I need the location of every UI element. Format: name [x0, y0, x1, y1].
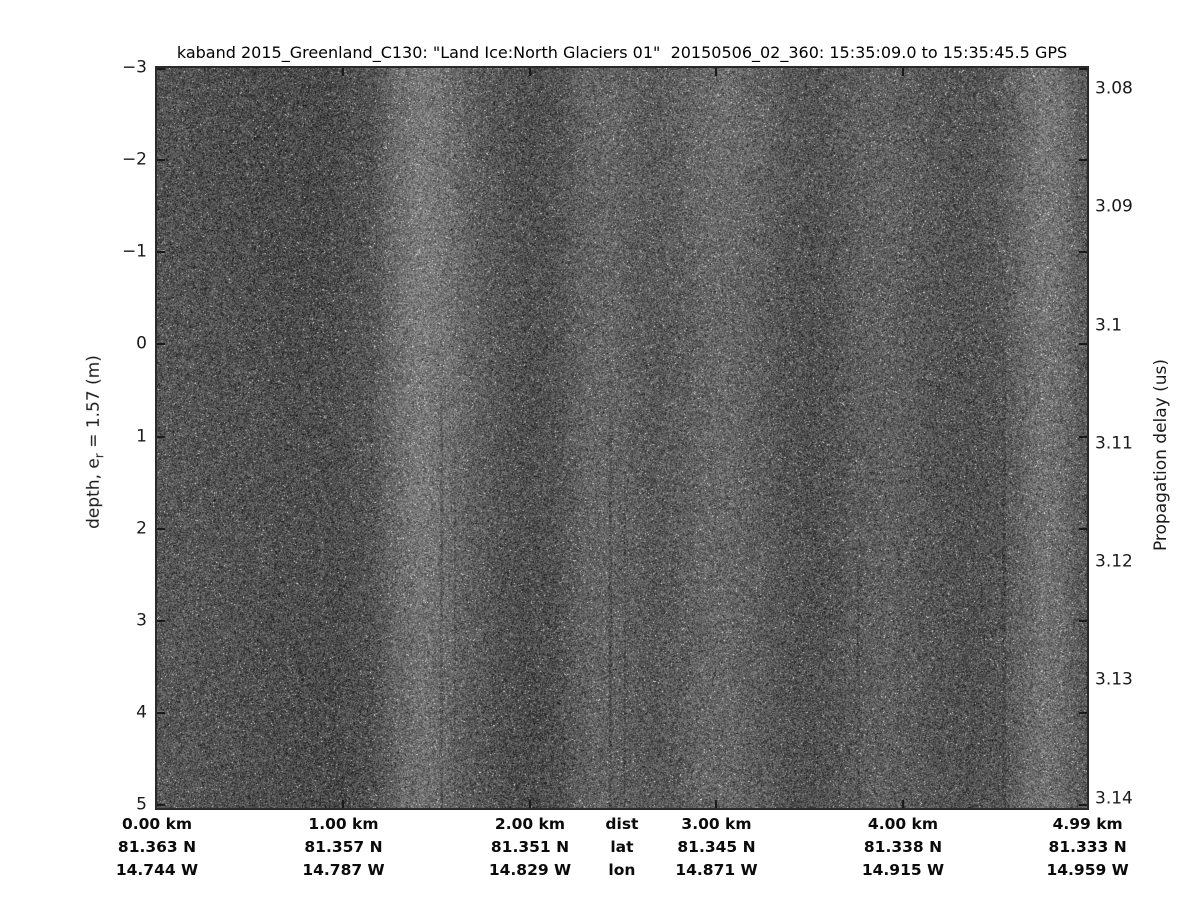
lat-value: 81.338 N	[863, 838, 943, 856]
right-tick-label: 3.09	[1095, 197, 1133, 218]
lat-value: 81.351 N	[490, 838, 570, 856]
axis-tick	[715, 68, 717, 76]
left-axis-label-subscript: r	[92, 453, 107, 459]
right-tick-label: 3.11	[1095, 433, 1133, 454]
left-tick-label: 0	[136, 334, 147, 355]
left-tick-label: 3	[136, 610, 147, 631]
lon-value: 14.744 W	[115, 861, 199, 879]
x-axis-column-2.00km: 2.00 km 81.351 N 14.829 W	[489, 813, 571, 882]
left-axis-label: depth, er = 1.57 (m)	[84, 355, 106, 529]
axis-tick	[157, 620, 165, 622]
axis-tick	[157, 68, 165, 70]
lon-value: 14.871 W	[675, 861, 758, 879]
left-tick-label: −3	[121, 57, 147, 78]
axis-tick	[529, 800, 531, 808]
lon-value: 14.915 W	[861, 861, 945, 879]
dist-value: dist	[605, 815, 639, 833]
axis-tick	[1079, 159, 1087, 161]
axis-tick	[342, 800, 344, 808]
left-tick-label: 1	[136, 426, 147, 447]
axis-tick	[902, 68, 904, 76]
lon-value: lon	[608, 861, 636, 879]
echogram-image	[157, 68, 1087, 808]
x-axis-column-0.00km: 0.00 km 81.363 N 14.744 W	[116, 813, 198, 882]
axis-tick	[157, 436, 165, 438]
x-axis-column-header: dist lat lon	[605, 813, 638, 882]
x-axis-column-3.00km: 3.00 km 81.345 N 14.871 W	[675, 813, 757, 882]
left-tick-label: −1	[121, 241, 147, 262]
dist-value: 4.00 km	[867, 815, 939, 833]
dist-value: 3.00 km	[681, 815, 752, 833]
plot-frame	[155, 66, 1089, 810]
axis-tick	[1079, 251, 1087, 253]
left-tick-label: 4	[136, 702, 147, 723]
x-axis-column-4.99km: 4.99 km 81.333 N 14.959 W	[1046, 813, 1128, 882]
axis-tick	[157, 712, 165, 714]
axis-tick	[157, 804, 165, 806]
axis-tick	[157, 528, 165, 530]
right-tick-label: 3.13	[1095, 669, 1133, 690]
left-tick-label: 5	[136, 794, 147, 815]
axis-tick	[1079, 68, 1087, 70]
right-tick-label: 3.14	[1095, 788, 1133, 809]
left-axis-label-pre: depth, e	[83, 458, 104, 529]
axis-tick	[157, 159, 165, 161]
lat-value: 81.357 N	[304, 838, 383, 856]
x-axis-column-4.00km: 4.00 km 81.338 N 14.915 W	[862, 813, 944, 882]
lat-value: 81.333 N	[1048, 838, 1127, 856]
axis-tick	[157, 251, 165, 253]
left-tick-label: −2	[121, 149, 147, 170]
axis-tick	[715, 800, 717, 808]
x-axis-column-1.00km: 1.00 km 81.357 N 14.787 W	[302, 813, 384, 882]
lon-value: 14.959 W	[1046, 861, 1129, 879]
dist-value: 0.00 km	[121, 815, 193, 833]
lon-value: 14.829 W	[488, 861, 572, 879]
axis-tick	[529, 68, 531, 76]
axis-tick	[1079, 436, 1087, 438]
right-tick-label: 3.08	[1095, 78, 1133, 99]
axis-tick	[342, 68, 344, 76]
axis-tick	[157, 343, 165, 345]
lat-value: lat	[610, 838, 634, 856]
lon-value: 14.787 W	[302, 861, 385, 879]
axis-tick	[1079, 343, 1087, 345]
lat-value: 81.363 N	[117, 838, 197, 856]
dist-value: 1.00 km	[308, 815, 379, 833]
axis-tick	[902, 800, 904, 808]
right-axis-label: Propagation delay (us)	[1151, 358, 1171, 552]
lat-value: 81.345 N	[677, 838, 756, 856]
dist-value: 4.99 km	[1052, 815, 1123, 833]
right-tick-label: 3.12	[1095, 551, 1133, 572]
left-axis-label-post: = 1.57 (m)	[83, 355, 104, 454]
axis-tick	[1079, 804, 1087, 806]
left-tick-label: 2	[136, 518, 147, 539]
right-tick-label: 3.1	[1095, 315, 1123, 336]
axis-tick	[1079, 712, 1087, 714]
dist-value: 2.00 km	[494, 815, 566, 833]
axis-tick	[1079, 620, 1087, 622]
axis-tick	[1079, 528, 1087, 530]
plot-title: kaband 2015_Greenland_C130: "Land Ice:No…	[176, 43, 1068, 62]
